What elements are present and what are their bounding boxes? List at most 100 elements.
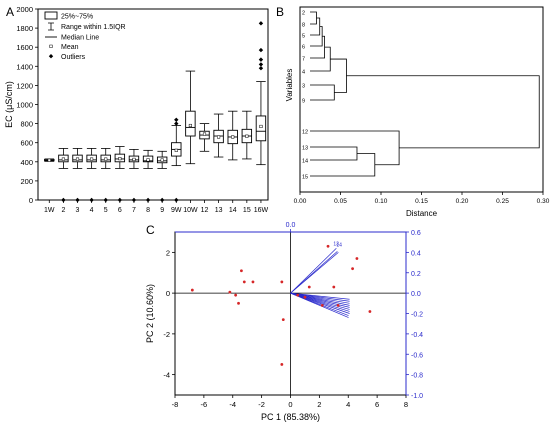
score-point [351,267,354,271]
dendrogram-link [310,26,323,47]
dendrogram-link [310,153,376,177]
mean-marker [104,157,108,161]
score-point [242,280,246,284]
legend-outlier-swatch [48,54,54,59]
right-tick-label: 0.0 [411,291,421,298]
outlier-point [258,62,264,67]
x-tick-label: 3 [76,207,80,214]
x-tick-label: 0.25 [496,198,509,205]
y-tick-label: 2000 [16,5,33,14]
x-tick-label: 6 [375,400,379,409]
y-axis-label: EC (μS/cm) [4,81,14,128]
dendrogram-link [310,17,321,36]
y-tick-label: 1800 [16,24,33,33]
mean-marker [75,157,80,161]
x-tick-label: 8 [146,207,150,214]
legend-median-label: Median Line [61,35,99,42]
x-tick-label: 16W [254,207,269,214]
x-axis-label: PC 1 (85.38%) [261,412,320,422]
leaf-label: 15 [302,175,308,181]
y-axis-label: PC 2 (10.60%) [145,284,155,343]
x-tick-label: 0.15 [415,198,428,205]
score-point [326,244,330,248]
y-tick-label: -4 [163,371,170,380]
outlier-point [174,117,179,122]
x-tick-label: 2 [61,207,65,214]
leaf-label: 14 [302,159,308,165]
leaf-label: 2 [302,11,305,17]
mean-marker [146,158,150,162]
mean-marker [231,135,235,139]
x-tick-label: 0.00 [294,198,307,205]
dendrogram-link [310,11,317,25]
score-point [336,303,340,307]
x-tick-label: 1W [44,207,55,214]
loading-vector [290,292,349,318]
x-tick-label: 9W [171,207,182,214]
score-point [280,280,284,284]
mean-marker [174,148,178,152]
legend-mean-label: Mean [61,44,79,51]
score-point [237,301,240,305]
legend-box-label: 25%~75% [61,14,93,21]
leaf-label: 4 [302,70,305,76]
x-tick-label: 15 [243,207,251,214]
leaf-label: 6 [302,45,305,51]
score-point [332,285,336,289]
score-point [320,303,324,307]
legend-outlier-label: Outliers [61,54,86,61]
mean-marker [47,158,51,162]
y-tick-label: 600 [20,139,33,148]
dendrogram-link [346,75,540,149]
score-point [251,280,255,284]
x-tick-label: 0.20 [456,198,469,205]
biplot-panel: -8 -6 -4 -2 0 2 4 6 8 -4 -2 0 2 0.6 0.4 0.2 0.0 -0.2 -0.4 -… [145,222,423,422]
leaf-label: 9 [302,99,305,105]
box-iqr [185,110,196,137]
score-point [228,290,232,294]
mean-marker [202,132,207,136]
x-axis-label: Distance [406,209,438,218]
x-tick-label: 12 [201,207,209,214]
outlier-point [117,197,123,203]
x-tick-label: 0.10 [375,198,388,205]
score-point [280,363,284,366]
panel-b-label: B [276,5,284,19]
right-tick-label: 0.4 [411,250,421,257]
dendrogram-link [310,146,358,161]
x-tick-label: 0.05 [334,198,347,205]
x-tick-label: -6 [201,400,208,409]
x-tick-label: -4 [229,400,236,409]
right-tick-label: -0.8 [411,373,423,380]
outlier-point [89,197,94,203]
x-tick-label: 7 [132,207,136,214]
dendrogram-frame [299,6,544,193]
mean-marker [61,157,65,161]
y-tick-label: 2 [166,248,170,257]
boxplot-panel: 0 200 400 600 800 1000 1200 1400 1600 1800 2000 EC … [4,5,269,214]
x-tick-label: -8 [172,400,179,409]
leaf-label: 12 [302,130,308,136]
panel-a-label: A [6,5,14,19]
x-tick-label: 10W [183,207,198,214]
right-tick-label: -0.2 [411,312,423,319]
y-axis-label: Variables [285,69,294,102]
x-tick-label: 4 [346,400,350,409]
outlier-point [145,197,151,203]
mean-marker [217,135,221,139]
legend-mean-swatch [49,44,53,48]
y-tick-label: 1600 [16,43,33,52]
dendrogram-link [330,58,347,93]
score-point [307,285,311,289]
mean-marker [90,157,94,161]
mean-marker [259,124,263,129]
x-tick-label: 5 [104,207,108,214]
x-tick-label: -2 [258,400,265,409]
x-tick-label: 9 [160,207,164,214]
x-tick-label: 0.30 [537,198,550,205]
outlier-point [103,197,108,203]
outlier-point [131,197,137,203]
loading-vector [290,252,339,294]
right-tick-label: 0.2 [411,271,421,278]
